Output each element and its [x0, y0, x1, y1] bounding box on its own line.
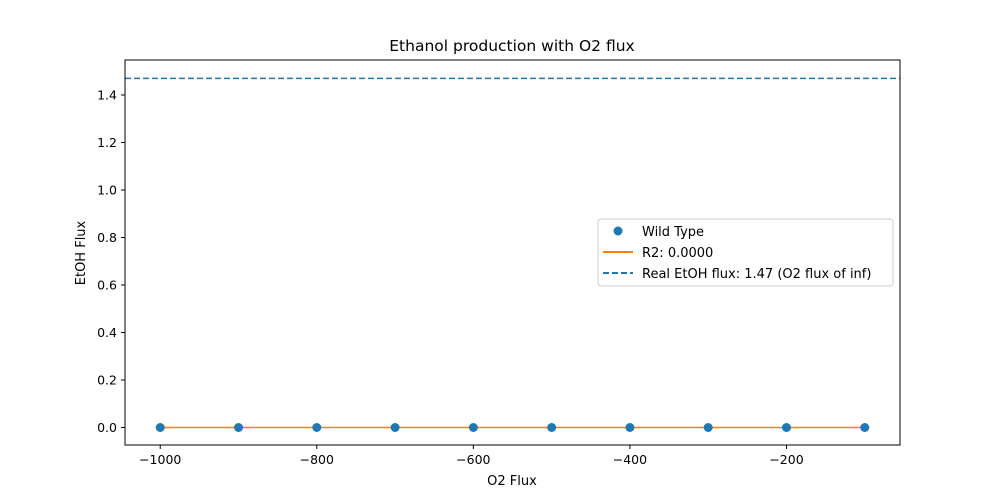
y-tick-label: 1.4 — [97, 88, 117, 103]
x-tick-label: −1000 — [139, 452, 181, 467]
series-0-point — [781, 422, 791, 432]
series-0-point — [625, 422, 635, 432]
plot-area — [125, 77, 900, 432]
series-0-point — [860, 422, 870, 432]
legend: Wild Type R2: 0.0000 Real EtOH flux: 1.4… — [597, 218, 894, 287]
legend-label-real-etoh: Real EtOH flux: 1.47 (O2 flux of inf) — [642, 267, 871, 282]
series-0-point — [468, 422, 478, 432]
y-tick-label: 1.0 — [97, 183, 117, 198]
y-tick-label: 0.2 — [97, 372, 117, 387]
x-axis: −1000 −800 −600 −400 −200 — [139, 445, 804, 467]
series-0-point — [390, 422, 400, 432]
y-tick-label: 0.0 — [97, 420, 117, 435]
x-tick-label: −200 — [769, 452, 803, 467]
y-axis: 0.0 0.2 0.4 0.6 0.8 1.0 1.2 1.4 — [97, 88, 125, 435]
series-0-point — [703, 422, 713, 432]
series-0-point — [155, 422, 165, 432]
legend-label-wild-type: Wild Type — [642, 225, 704, 240]
legend-label-r2: R2: 0.0000 — [642, 246, 713, 261]
y-axis-label: EtOH Flux — [74, 220, 89, 285]
y-tick-label: 0.4 — [97, 325, 117, 340]
series-0-point — [312, 422, 322, 432]
x-tick-label: −400 — [613, 452, 647, 467]
plot-frame — [124, 59, 901, 446]
x-axis-label: O2 Flux — [487, 474, 537, 489]
y-tick-label: 0.6 — [97, 278, 117, 293]
legend-marker-wild-type — [613, 226, 623, 236]
y-tick-label: 0.8 — [97, 230, 117, 245]
y-tick-label: 1.2 — [97, 135, 117, 150]
x-tick-label: −800 — [300, 452, 334, 467]
x-tick-label: −600 — [456, 452, 490, 467]
series-0-point — [547, 422, 557, 432]
chart-title: Ethanol production with O2 flux — [389, 37, 634, 55]
series-0-point — [234, 422, 244, 432]
legend-box — [597, 218, 894, 287]
